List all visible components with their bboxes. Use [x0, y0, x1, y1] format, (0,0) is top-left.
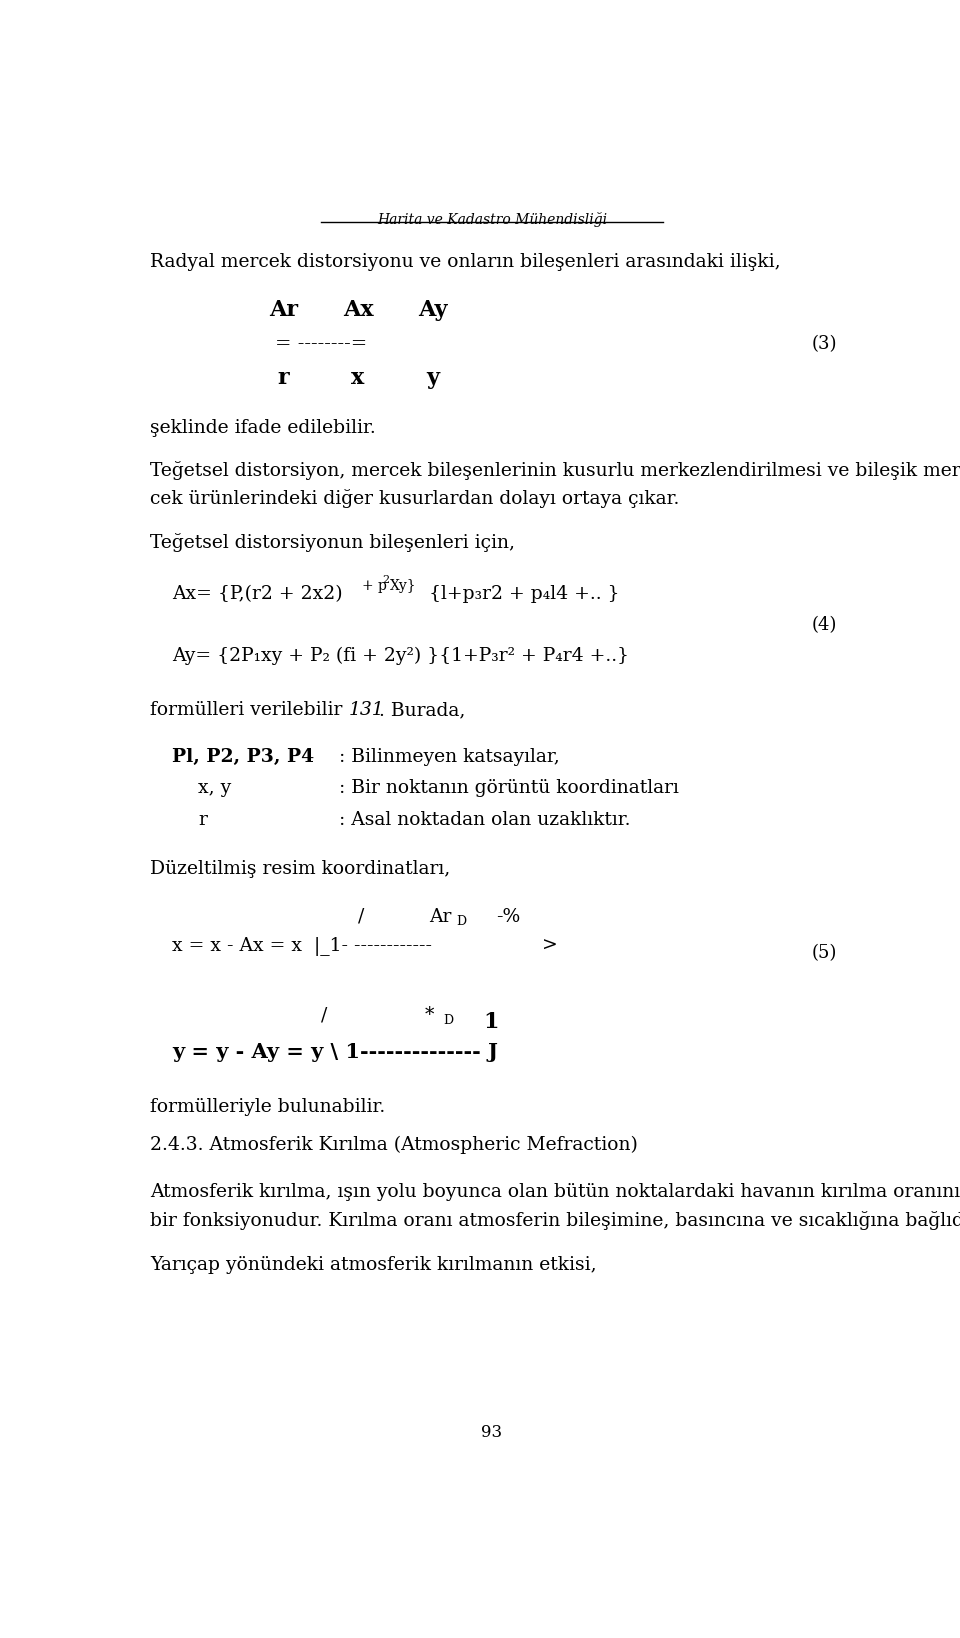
Text: *: * [425, 1006, 435, 1024]
Text: (5): (5) [812, 945, 837, 962]
Text: Ax: Ax [343, 300, 373, 321]
Text: {l+p₃r2 + p₄l4 +.. }: {l+p₃r2 + p₄l4 +.. } [429, 585, 619, 603]
Text: 93: 93 [481, 1425, 503, 1441]
Text: (4): (4) [812, 616, 837, 634]
Text: 2: 2 [383, 575, 390, 585]
Text: -%: -% [495, 907, 520, 925]
Text: Ay= {2P₁xy + P₂ (fi + 2y²) }{1+P₃r² + P₄r4 +..}: Ay= {2P₁xy + P₂ (fi + 2y²) }{1+P₃r² + P₄… [172, 647, 629, 665]
Text: r: r [277, 367, 290, 390]
Text: 131: 131 [349, 701, 385, 719]
Text: formülleri verilebilir: formülleri verilebilir [150, 701, 348, 719]
Text: Radyal mercek distorsiyonu ve onların bileşenleri arasındaki ilişki,: Radyal mercek distorsiyonu ve onların bi… [150, 254, 780, 272]
Text: şeklinde ifade edilebilir.: şeklinde ifade edilebilir. [150, 419, 375, 437]
Text: y = y - Ay = y \ 1-------------- J: y = y - Ay = y \ 1-------------- J [172, 1042, 498, 1061]
Text: x = x - Ax = x  |_1- ------------: x = x - Ax = x |_1- ------------ [172, 937, 432, 957]
Text: : Asal noktadan olan uzaklıktır.: : Asal noktadan olan uzaklıktır. [340, 811, 631, 829]
Text: : Bir noktanın görüntü koordinatları: : Bir noktanın görüntü koordinatları [340, 780, 680, 798]
Text: /: / [321, 1006, 327, 1024]
Text: 2.4.3. Atmosferik Kırılma (Atmospheric Mefraction): 2.4.3. Atmosferik Kırılma (Atmospheric M… [150, 1137, 637, 1155]
Text: >: > [541, 937, 558, 955]
Text: 1: 1 [483, 1011, 498, 1034]
Text: Ay: Ay [418, 300, 447, 321]
Text: y: y [426, 367, 439, 390]
Text: /: / [358, 907, 365, 925]
Text: (3): (3) [812, 336, 837, 354]
Text: Düzeltilmiş resim koordinatları,: Düzeltilmiş resim koordinatları, [150, 860, 450, 878]
Text: r: r [198, 811, 207, 829]
Text: Yarıçap yönündeki atmosferik kırılmanın etkisi,: Yarıçap yönündeki atmosferik kırılmanın … [150, 1256, 596, 1274]
Text: x: x [351, 367, 365, 390]
Text: . Burada,: . Burada, [379, 701, 466, 719]
Text: + p: + p [362, 578, 387, 593]
Text: : Bilinmeyen katsayılar,: : Bilinmeyen katsayılar, [340, 747, 561, 765]
Text: cek ürünlerindeki diğer kusurlardan dolayı ortaya çıkar.: cek ürünlerindeki diğer kusurlardan dola… [150, 490, 679, 508]
Text: Xy}: Xy} [390, 578, 417, 593]
Text: bir fonksiyonudur. Kırılma oranı atmosferin bileşimine, basıncına ve sıcaklığına: bir fonksiyonudur. Kırılma oranı atmosfe… [150, 1210, 960, 1230]
Text: = --------=: = --------= [275, 336, 367, 354]
Text: x, y: x, y [198, 780, 231, 798]
Text: Ar: Ar [269, 300, 299, 321]
Text: Atmosferik kırılma, ışın yolu boyunca olan bütün noktalardaki havanın kırılma or: Atmosferik kırılma, ışın yolu boyunca ol… [150, 1183, 960, 1201]
Text: D: D [456, 916, 467, 929]
Text: Ar: Ar [429, 907, 451, 925]
Text: Ax= {P,(r2 + 2x2): Ax= {P,(r2 + 2x2) [172, 585, 343, 603]
Text: D: D [444, 1014, 454, 1027]
Text: Harita ve Kadastro Mühendisliği: Harita ve Kadastro Mühendisliği [377, 213, 607, 228]
Text: Pl, P2, P3, P4: Pl, P2, P3, P4 [172, 747, 314, 765]
Text: Teğetsel distorsiyonun bileşenleri için,: Teğetsel distorsiyonun bileşenleri için, [150, 534, 515, 552]
Text: formülleriyle bulunabilir.: formülleriyle bulunabilir. [150, 1099, 385, 1117]
Text: Teğetsel distorsiyon, mercek bileşenlerinin kusurlu merkezlendirilmesi ve bileşi: Teğetsel distorsiyon, mercek bileşenleri… [150, 462, 960, 480]
